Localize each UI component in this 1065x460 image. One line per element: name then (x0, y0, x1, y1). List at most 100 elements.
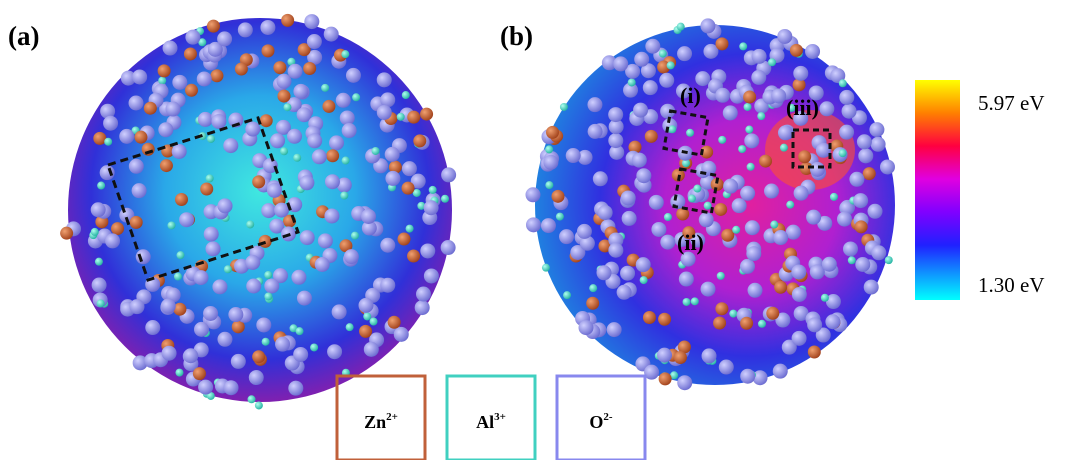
atom (740, 259, 755, 274)
atom (416, 287, 431, 302)
site-label: (ii) (677, 230, 704, 255)
atom (660, 235, 675, 250)
atom (130, 216, 143, 229)
atom (336, 93, 351, 108)
atom (777, 29, 792, 44)
atom (206, 241, 221, 256)
atom (261, 203, 276, 218)
atom (312, 149, 327, 164)
atom (296, 327, 304, 335)
atom (315, 257, 330, 272)
atom (329, 135, 344, 150)
atom (307, 133, 322, 148)
atom (729, 310, 737, 318)
atom (587, 97, 602, 112)
atom (93, 132, 106, 145)
atom (276, 74, 291, 89)
atom (855, 257, 870, 272)
atom (321, 84, 329, 92)
atom (372, 147, 380, 155)
atom (163, 41, 178, 56)
atom (578, 320, 593, 335)
atom (747, 163, 755, 171)
atom (628, 78, 636, 86)
atom (424, 200, 439, 215)
atom (255, 401, 263, 409)
atom (172, 75, 187, 90)
atom (228, 307, 243, 322)
atom (732, 198, 747, 213)
atom (179, 212, 194, 227)
atom (691, 297, 699, 305)
atom (853, 193, 868, 208)
atom (643, 80, 658, 95)
atom (198, 380, 213, 395)
atom (794, 186, 809, 201)
atom (261, 44, 274, 57)
atom (658, 313, 671, 326)
atom (304, 14, 319, 29)
atom (310, 343, 318, 351)
atom (679, 272, 694, 287)
atom (807, 317, 822, 332)
atom (287, 129, 302, 144)
atom (407, 250, 420, 263)
atom (340, 110, 355, 125)
atom (193, 367, 206, 380)
atom (719, 360, 734, 375)
atom (738, 145, 746, 153)
atom (773, 364, 788, 379)
atom (613, 56, 628, 71)
atom (105, 233, 120, 248)
colorbar-max: 5.97 eV (978, 91, 1045, 115)
atom (717, 272, 725, 280)
atom (207, 20, 220, 33)
atom (740, 317, 753, 330)
atom (857, 134, 872, 149)
atom (766, 307, 779, 320)
atom (307, 34, 322, 49)
atom (745, 220, 760, 235)
atom (441, 240, 456, 255)
atom (543, 155, 558, 170)
atom (238, 22, 253, 37)
atom (359, 325, 372, 338)
atom (617, 285, 632, 300)
atom (420, 108, 433, 121)
atom (885, 256, 893, 264)
atom (91, 202, 106, 217)
atom (402, 161, 417, 176)
legend-sup: 2- (603, 411, 613, 423)
atom (723, 179, 738, 194)
atom (715, 37, 728, 50)
atom (324, 27, 339, 42)
atom (274, 203, 289, 218)
atom (158, 122, 173, 137)
atom (297, 291, 312, 306)
atom (303, 62, 316, 75)
atom (849, 172, 864, 187)
atom (793, 66, 808, 81)
atom (688, 195, 696, 203)
atom (246, 220, 254, 228)
atom (441, 195, 449, 203)
atom (385, 147, 400, 162)
atom (344, 249, 359, 264)
atom (267, 183, 282, 198)
atom (206, 174, 214, 182)
atom (346, 68, 361, 83)
atom (318, 233, 333, 248)
atom (260, 20, 275, 35)
atom (158, 64, 171, 77)
atom (359, 298, 374, 313)
atom (868, 204, 883, 219)
atom (810, 162, 825, 177)
atom (786, 201, 794, 209)
atom (402, 91, 410, 99)
atom (714, 203, 727, 216)
atom (92, 278, 107, 293)
atom (758, 320, 766, 328)
atom (299, 175, 314, 190)
atom (397, 233, 410, 246)
atom (608, 243, 623, 258)
